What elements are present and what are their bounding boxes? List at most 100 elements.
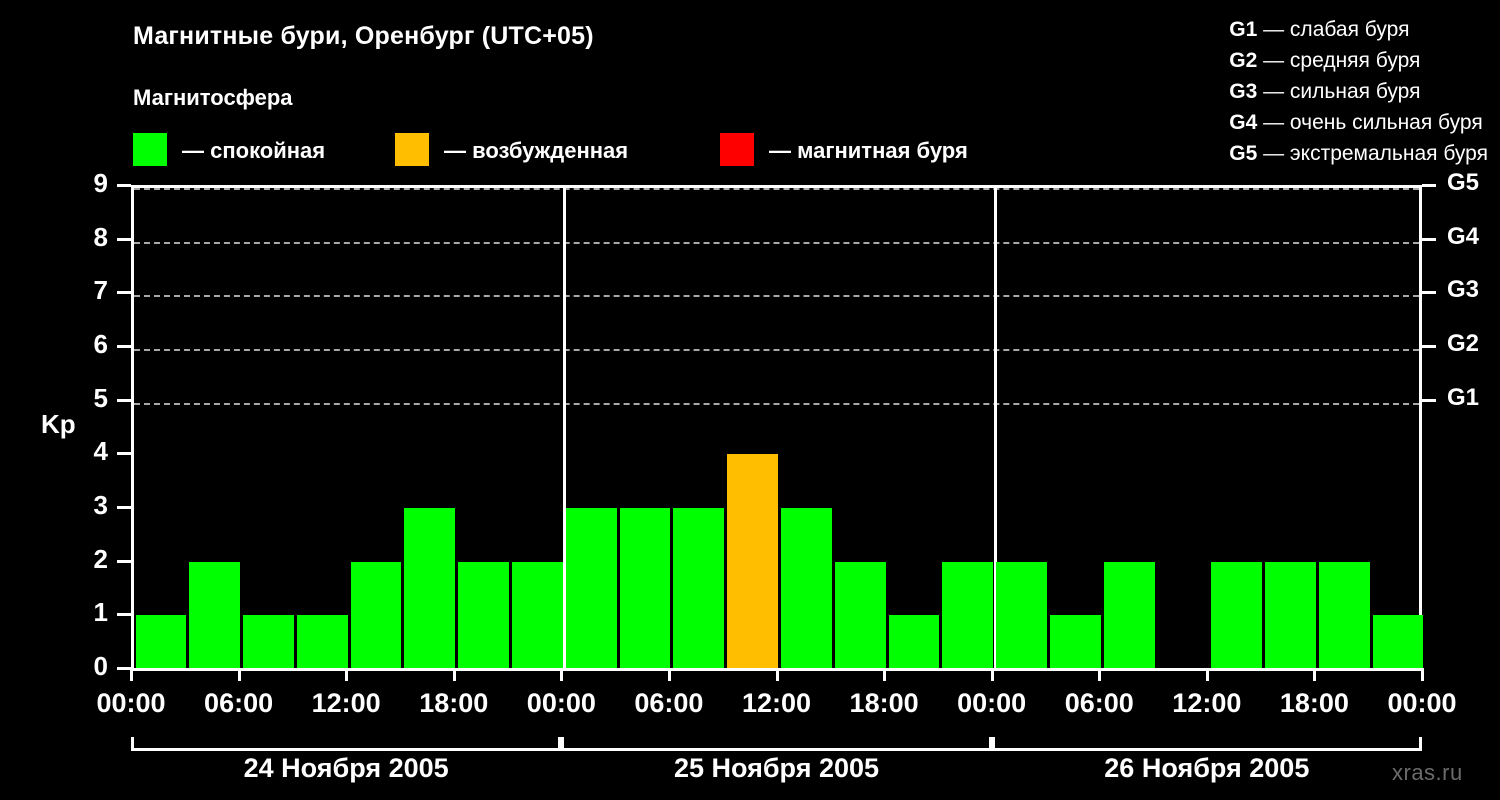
x-tick-label-5: 06:00: [634, 688, 704, 718]
x-tick-label-9: 06:00: [1064, 688, 1134, 718]
storm-scale-row-g5: G5 — экстремальная буря: [1229, 138, 1488, 169]
magnetosphere-legend-title: Магнитосфера: [133, 85, 293, 110]
x-tick-label-4: 00:00: [526, 688, 596, 718]
storm-scale-code-g2: G2: [1229, 49, 1258, 73]
g-tick-label-G2: G2: [1447, 330, 1480, 357]
bar: [619, 508, 671, 669]
x-tick-mark-2: [345, 668, 349, 681]
storm-scale-row-g3: G3 — сильная буря: [1229, 76, 1488, 107]
storm-scale-row-g2: G2 — средняя буря: [1229, 45, 1488, 76]
y-tick-label-8: 8: [93, 221, 108, 252]
gridline-kp-5: [134, 402, 1419, 405]
bar: [942, 561, 994, 669]
x-tick-mark-4: [560, 668, 564, 681]
y-tick-mark-6: [117, 345, 131, 348]
day-bracket-1: [131, 737, 562, 751]
x-tick-label-11: 18:00: [1279, 688, 1349, 718]
x-tick-mark-6: [775, 668, 779, 681]
x-tick-mark-12: [1421, 668, 1424, 681]
bar: [1265, 561, 1316, 669]
x-tick-mark-10: [1205, 668, 1209, 681]
g-tick-label-G1: G1: [1447, 383, 1480, 411]
bar: [1372, 615, 1424, 669]
y-tick-label-4: 4: [93, 436, 108, 467]
x-tick-mark-8: [990, 668, 994, 681]
storm-scale-text-g3: — сильная буря: [1257, 80, 1421, 104]
bar: [781, 508, 832, 669]
bar: [404, 508, 456, 669]
x-tick-mark-7: [883, 668, 887, 681]
x-tick-label-3: 18:00: [419, 688, 489, 718]
day-label-1: 24 Ноября 2005: [243, 753, 449, 783]
bar: [565, 508, 617, 669]
x-tick-label-1: 06:00: [204, 688, 274, 718]
bar: [1049, 615, 1101, 669]
x-tick-mark-11: [1313, 668, 1317, 681]
x-tick-mark-5: [667, 668, 671, 681]
plot-area: [131, 185, 1424, 669]
y-tick-mark-8: [117, 237, 131, 241]
y-tick-label-5: 5: [93, 382, 108, 413]
y-tick-mark-4: [117, 452, 131, 456]
bar: [189, 561, 241, 669]
gridline-kp-6: [134, 349, 1419, 351]
legend-label-quiet: — спокойная: [182, 137, 326, 163]
day-bracket-3: [991, 737, 1422, 751]
day-label-3: 26 Ноября 2005: [1104, 753, 1310, 783]
g-tick-label-G5: G5: [1447, 169, 1480, 196]
legend-item-quiet: — спокойная: [133, 133, 326, 169]
y-tick-mark-9: [117, 184, 131, 187]
bar: [673, 508, 725, 669]
storm-scale-code-g1: G1: [1229, 18, 1258, 41]
storm-swatch: [720, 133, 754, 166]
y-tick-mark-3: [117, 506, 131, 509]
storm-scale-row-g1: G1 — слабая буря: [1229, 14, 1488, 45]
bar: [996, 561, 1047, 669]
plot-inner: [134, 185, 1424, 669]
legend-label-storm: — магнитная буря: [769, 137, 968, 163]
bar: [296, 615, 348, 669]
storm-scale-text-g1: — слабая буря: [1257, 18, 1410, 41]
bar: [350, 561, 402, 669]
x-tick-label-12: 00:00: [1387, 688, 1457, 718]
bar: [834, 561, 886, 669]
bar: [458, 561, 510, 669]
y-tick-label-6: 6: [93, 329, 108, 359]
bar: [1103, 561, 1155, 669]
y-tick-mark-2: [117, 559, 131, 563]
storm-scale-code-g4: G4: [1229, 111, 1258, 135]
g-tick-mark-G3: [1422, 291, 1436, 295]
bar: [135, 615, 187, 669]
y-tick-mark-5: [117, 398, 131, 402]
x-tick-mark-0: [130, 668, 133, 681]
bar: [888, 615, 940, 669]
g-tick-label-G3: G3: [1447, 276, 1480, 304]
g-tick-mark-G2: [1422, 345, 1436, 348]
y-tick-mark-1: [117, 613, 131, 617]
x-tick-label-7: 18:00: [849, 688, 919, 718]
gridline-kp-7: [134, 295, 1419, 298]
storm-scale-text-g5: — экстремальная буря: [1257, 142, 1488, 166]
day-label-2: 25 Ноября 2005: [673, 753, 880, 783]
storm-scale-text-g4: — очень сильная буря: [1257, 111, 1483, 135]
x-tick-label-10: 12:00: [1172, 688, 1242, 718]
g-tick-mark-G1: [1422, 398, 1436, 402]
quiet-swatch: [133, 133, 167, 166]
y-tick-label-2: 2: [93, 543, 108, 574]
storm-scale-code-g5: G5: [1229, 142, 1258, 166]
bar: [1318, 561, 1370, 669]
x-tick-label-8: 00:00: [957, 688, 1027, 718]
y-tick-label-1: 1: [93, 597, 108, 628]
y-tick-mark-0: [117, 667, 131, 670]
g-tick-mark-G4: [1422, 237, 1436, 241]
watermark: xras.ru: [1392, 760, 1463, 785]
y-axis-title: Kp: [41, 409, 76, 439]
gridline-kp-8: [134, 241, 1419, 244]
y-tick-label-7: 7: [93, 275, 108, 306]
unsettled-swatch: [395, 133, 429, 166]
x-tick-label-0: 00:00: [96, 688, 166, 718]
x-tick-mark-3: [452, 668, 456, 681]
g-tick-mark-G5: [1422, 184, 1436, 187]
g-tick-label-G4: G4: [1447, 222, 1480, 250]
